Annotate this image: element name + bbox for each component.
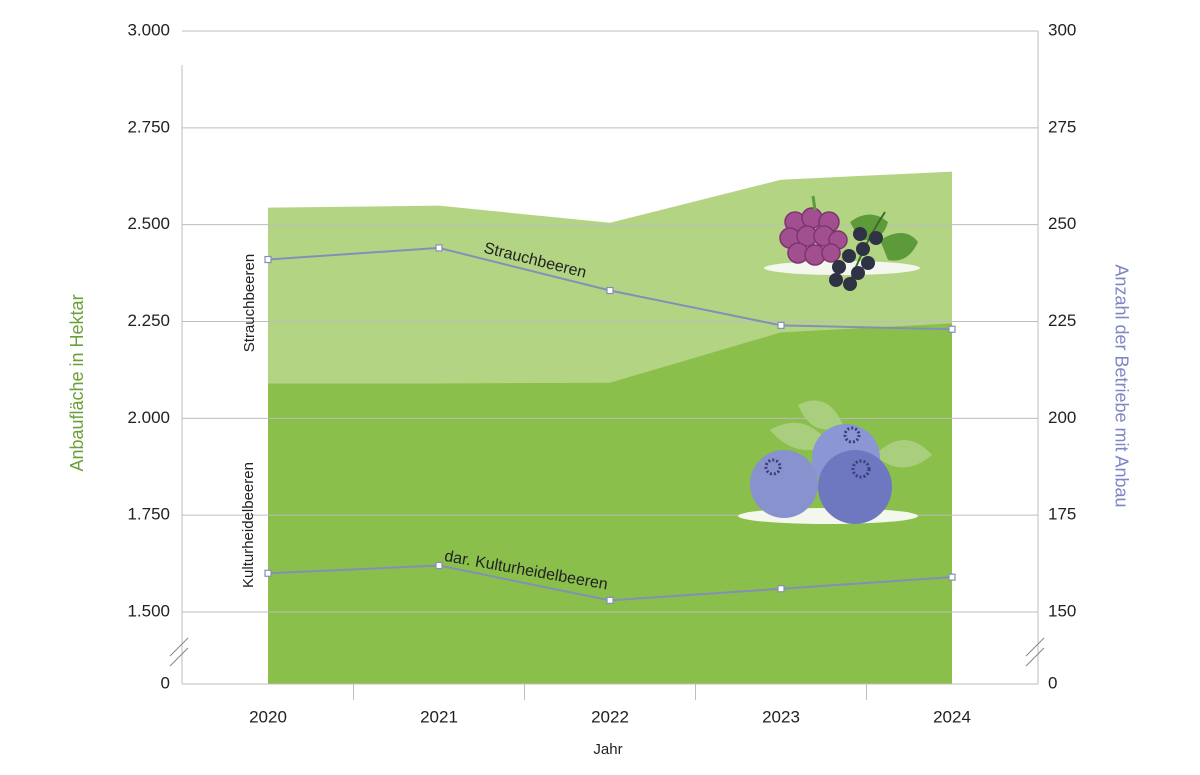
y-axis-title: Anbaufläche in Hektar bbox=[67, 294, 87, 471]
marker bbox=[777, 585, 785, 593]
y-tick-label: 2.750 bbox=[127, 117, 170, 136]
marker bbox=[435, 244, 443, 252]
marker bbox=[777, 321, 785, 329]
area bbox=[268, 323, 952, 684]
marker bbox=[264, 255, 272, 264]
y-tick-label: 1.750 bbox=[127, 505, 170, 524]
y-tick-label: 2.000 bbox=[127, 408, 170, 427]
area-label: Strauchbeeren bbox=[241, 254, 258, 352]
x-tick-label: 2024 bbox=[933, 707, 971, 726]
y2-tick-label: 175 bbox=[1048, 505, 1076, 524]
axis-break bbox=[169, 637, 1045, 667]
marker bbox=[948, 573, 956, 581]
y-tick-label: 2.250 bbox=[127, 311, 170, 330]
marker bbox=[606, 286, 614, 295]
y-tick-label: 3.000 bbox=[127, 20, 170, 39]
blueberry-illustration bbox=[738, 400, 932, 524]
y-tick-label: 1.500 bbox=[127, 601, 170, 620]
marker bbox=[435, 561, 443, 570]
marker bbox=[264, 569, 272, 577]
y-tick-label: 2.500 bbox=[127, 214, 170, 233]
y2-tick-label: 200 bbox=[1048, 408, 1076, 427]
y2-tick-label: 250 bbox=[1048, 214, 1076, 233]
y2-tick-label: 0 bbox=[1048, 673, 1057, 692]
marker bbox=[948, 325, 956, 333]
y2-tick-label: 300 bbox=[1048, 20, 1076, 39]
marker bbox=[606, 596, 614, 604]
x-axis-title: Jahr bbox=[593, 741, 622, 758]
x-tick-label: 2022 bbox=[591, 707, 629, 726]
area-label: Kulturheidelbeeren bbox=[240, 462, 257, 588]
x-tick-label: 2021 bbox=[420, 707, 458, 726]
y2-tick-label: 150 bbox=[1048, 601, 1076, 620]
x-tick-label: 2023 bbox=[762, 707, 800, 726]
y2-axis-title: Anzahl der Betriebe mit Anbau bbox=[1111, 264, 1131, 507]
y2-tick-label: 275 bbox=[1048, 117, 1076, 136]
y-tick-label: 0 bbox=[161, 673, 170, 692]
y2-tick-label: 225 bbox=[1048, 311, 1076, 330]
x-tick-label: 2020 bbox=[249, 707, 287, 726]
berry-illustration bbox=[764, 195, 920, 291]
